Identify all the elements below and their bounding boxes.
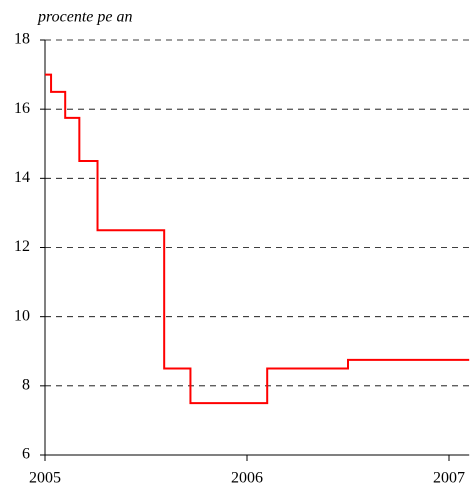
- y-tick-label: 18: [14, 31, 30, 48]
- y-tick-label: 10: [14, 307, 30, 324]
- y-tick-label: 6: [22, 446, 30, 463]
- y-tick-label: 16: [14, 100, 30, 117]
- line: [45, 73, 470, 405]
- x-tick-label: 2005: [29, 470, 61, 487]
- y-tick-label: 8: [22, 377, 30, 394]
- x-tick-label: 2006: [231, 470, 263, 487]
- y-tick-label: 12: [14, 238, 30, 255]
- y-tick-label: 14: [14, 169, 30, 186]
- x-tick-label: 2007: [433, 470, 465, 487]
- y-axis-label: procente pe an: [37, 9, 132, 26]
